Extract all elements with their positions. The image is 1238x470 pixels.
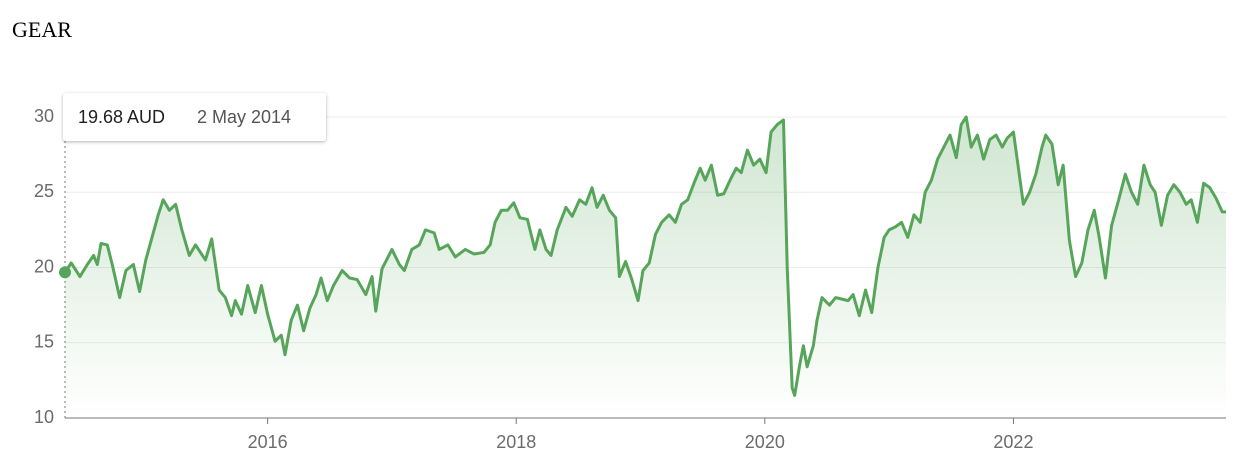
y-tick-label: 25 xyxy=(34,181,54,201)
hover-point xyxy=(59,266,71,279)
tooltip-box xyxy=(63,93,326,141)
x-tick-label: 2022 xyxy=(993,432,1033,452)
y-tick-label: 20 xyxy=(34,256,54,276)
price-line xyxy=(63,115,1226,397)
y-tick-label: 15 xyxy=(34,332,54,352)
y-tick-label: 10 xyxy=(34,407,54,427)
chart-title: GEAR xyxy=(12,17,72,42)
x-tick-label: 2020 xyxy=(745,432,785,452)
y-tick-label: 30 xyxy=(34,106,54,126)
x-tick-label: 2016 xyxy=(248,432,288,452)
tooltip-date: 2 May 2014 xyxy=(197,107,291,127)
x-tick-label: 2018 xyxy=(496,432,536,452)
tooltip-value: 19.68 AUD xyxy=(78,107,165,127)
